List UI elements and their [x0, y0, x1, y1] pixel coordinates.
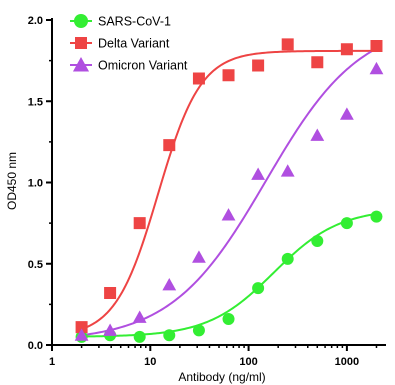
data-point [222, 313, 235, 325]
data-point [133, 330, 146, 343]
data-point [74, 328, 89, 341]
data-point [252, 282, 265, 295]
data-point [281, 38, 294, 51]
x-tick-label: 10 [144, 356, 156, 368]
data-point [370, 210, 383, 223]
legend-item: Delta Variant [70, 37, 170, 51]
data-points [74, 38, 384, 343]
legend-marker [75, 37, 87, 49]
y-tick-label: 0.5 [28, 259, 43, 271]
x-tick-label: 1 [49, 356, 55, 368]
legend-item: SARS-CoV-1 [70, 14, 171, 29]
data-point [280, 164, 295, 177]
y-axis-title: OD450 nm [5, 152, 19, 210]
data-point [281, 252, 294, 265]
data-point [369, 61, 384, 75]
data-point [310, 128, 325, 141]
data-point [251, 167, 266, 180]
data-point [132, 310, 147, 323]
data-point [162, 277, 177, 291]
data-point [75, 321, 88, 334]
data-point [221, 208, 236, 221]
data-point [163, 329, 176, 342]
y-tick-label: 1.0 [28, 178, 43, 190]
data-point [192, 72, 205, 85]
data-point [133, 217, 146, 230]
data-point [103, 323, 117, 336]
x-axis-title: Antibody (ng/ml) [178, 370, 265, 384]
data-point [163, 139, 176, 152]
x-tick-label: 100 [239, 356, 257, 368]
legend-label: Delta Variant [98, 37, 170, 51]
y-tick-label: 2.0 [28, 15, 43, 27]
data-point [252, 59, 265, 72]
data-point [192, 324, 205, 337]
data-point [311, 56, 324, 69]
legend-marker [72, 56, 90, 72]
data-point [339, 107, 354, 120]
y-tick-label: 1.5 [28, 96, 43, 108]
legend: SARS-CoV-1 Delta Variant Omicron Variant [70, 14, 188, 73]
legend-label: SARS-CoV-1 [98, 15, 171, 29]
data-point [311, 235, 324, 247]
fit-curve [81, 49, 377, 331]
legend-marker [74, 14, 88, 28]
legend-label: Omicron Variant [98, 59, 188, 73]
data-point [104, 287, 117, 299]
fit-curve [81, 212, 377, 338]
y-tick-label: 0.0 [28, 340, 43, 352]
fit-curves [81, 47, 377, 338]
axes: 0.0 0.5 1.0 1.5 2.0 1 10 100 1000 [28, 15, 386, 368]
data-point [222, 69, 235, 82]
fit-curve [81, 47, 377, 337]
data-point [340, 217, 353, 230]
legend-item: Omicron Variant [70, 56, 188, 73]
data-point [192, 250, 206, 263]
data-point [370, 40, 383, 52]
data-point [340, 43, 353, 56]
x-tick-label: 1000 [335, 356, 359, 368]
